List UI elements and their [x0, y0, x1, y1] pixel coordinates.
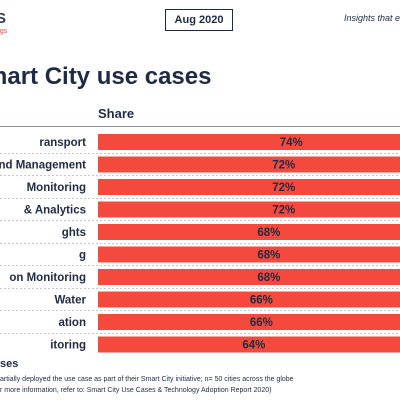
footnote-source: r more information, refer to: Smart City…: [0, 387, 272, 394]
brand-tagline: ngs: [0, 28, 8, 35]
value-label: 64%: [242, 340, 265, 352]
category-label: Monitoring: [27, 182, 86, 194]
bar: [98, 224, 400, 240]
value-label: 66%: [250, 317, 273, 329]
category-label: itoring: [50, 340, 86, 352]
bar: [98, 156, 400, 173]
value-label: 66%: [250, 295, 273, 307]
bar: [98, 246, 400, 263]
bar: [98, 336, 400, 353]
header-tagline: Insights that e: [344, 13, 400, 23]
value-label: 72%: [272, 205, 295, 217]
page-title: mart City use cases: [0, 63, 212, 90]
category-label: g: [79, 250, 86, 262]
bar-chart: ransport 74% and Management 72% Monitoring 7…: [0, 134, 400, 353]
header-divider: [0, 126, 400, 127]
category-label: ghts: [62, 227, 86, 239]
date-badge: Aug 2020: [165, 9, 233, 31]
column-header-share: Share: [98, 106, 135, 121]
value-label: 72%: [272, 182, 295, 194]
value-label: 68%: [257, 227, 280, 239]
value-label: 68%: [257, 250, 280, 262]
category-label: & Analytics: [24, 205, 86, 217]
value-label: 72%: [272, 160, 295, 172]
bar: [98, 201, 400, 218]
bar: [98, 314, 400, 330]
bar: [98, 134, 400, 150]
value-label: 74%: [280, 137, 303, 149]
brand-logo: S: [0, 10, 8, 27]
value-label: 68%: [257, 272, 280, 284]
category-label: ransport: [39, 137, 86, 149]
category-label: and Management: [0, 160, 86, 172]
bar: [98, 269, 400, 285]
footer-title: ses: [0, 358, 19, 370]
footnote-scope: artially deployed the use case as part o…: [0, 376, 294, 383]
bar: [98, 291, 400, 308]
category-label: ation: [59, 317, 86, 329]
category-label: on Monitoring: [9, 272, 86, 284]
category-label: Water: [54, 295, 86, 307]
bar: [98, 179, 400, 195]
